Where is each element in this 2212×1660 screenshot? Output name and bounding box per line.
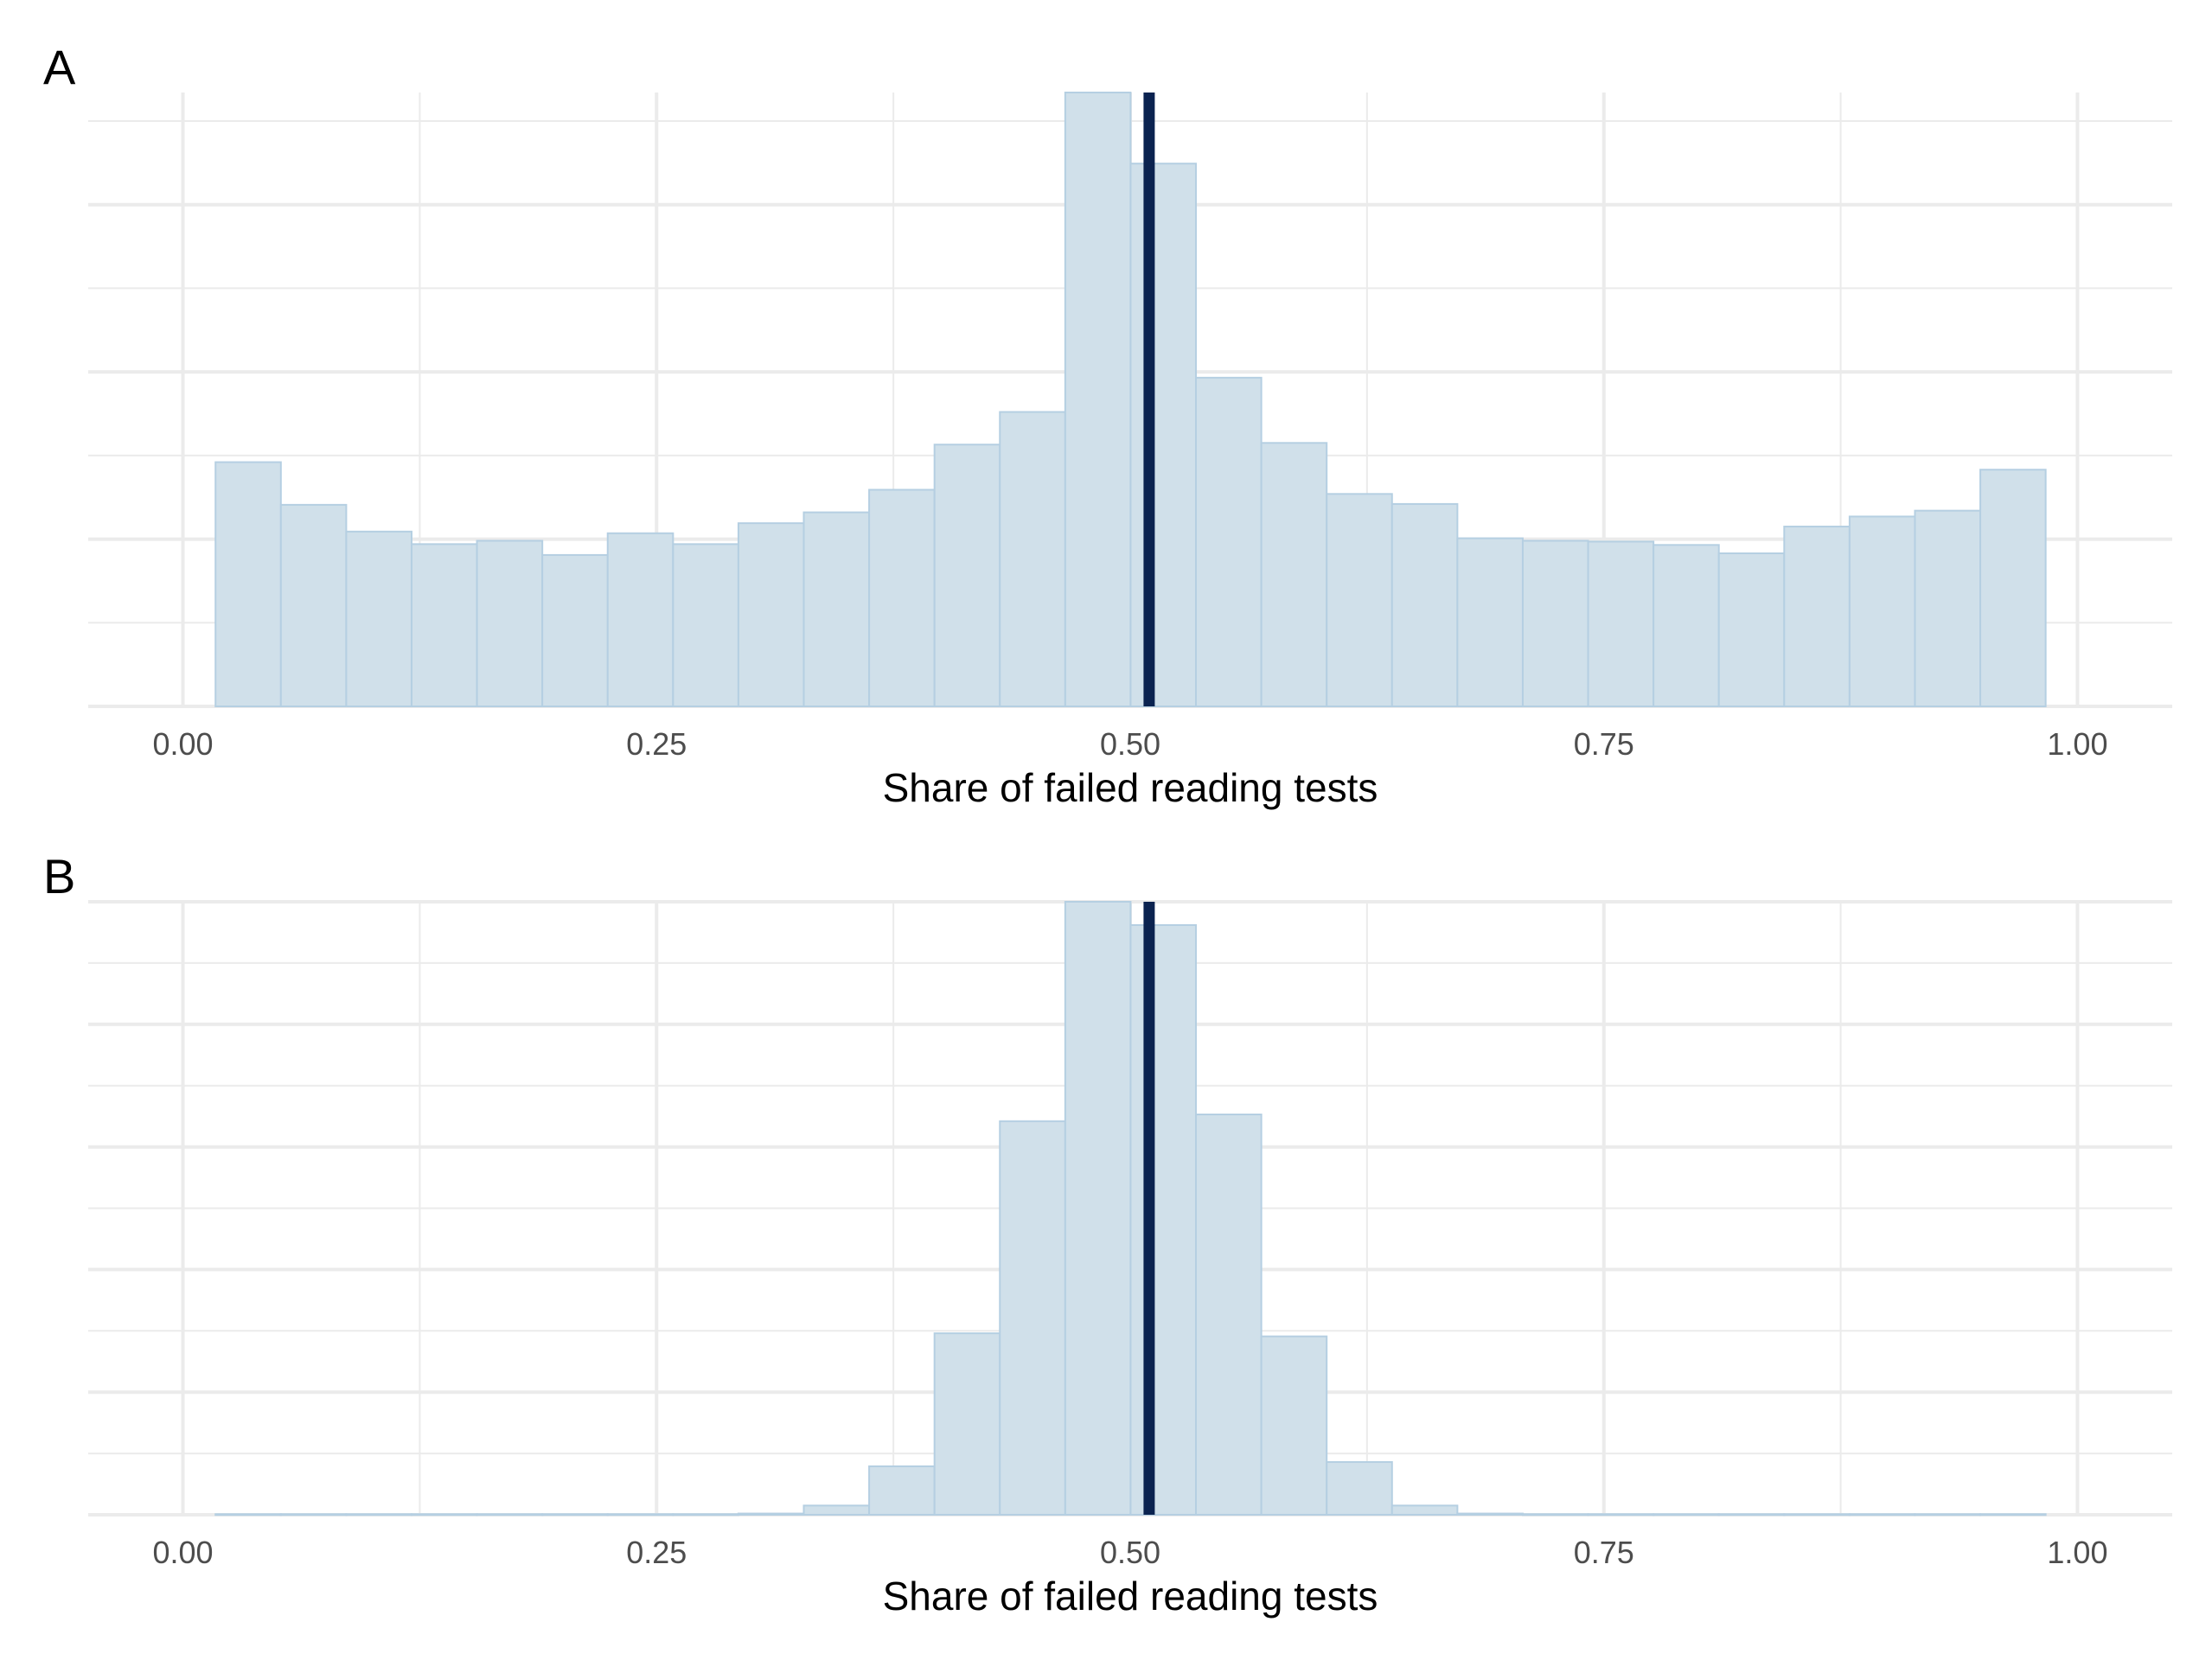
x-tick-label: 0.00 — [153, 1535, 214, 1570]
histogram-bar — [1979, 1513, 2047, 1516]
histogram-bar — [541, 553, 609, 708]
x-tick-label: 0.25 — [626, 1535, 687, 1570]
histogram-bar — [279, 503, 348, 708]
histogram-bar — [541, 1513, 609, 1516]
histogram-bar — [279, 1513, 348, 1516]
panel-b: 0.00 0.25 0.50 0.75 1.00 B Share of failed r… — [43, 849, 2172, 1618]
histogram-bar — [606, 532, 674, 707]
x-tick-label: 0.75 — [1574, 726, 1634, 762]
histogram-bar — [1717, 552, 1786, 707]
histogram-bar — [1783, 1513, 1851, 1516]
histogram-bar — [1390, 502, 1459, 707]
histogram-bar — [999, 411, 1066, 707]
histogram-bar — [345, 530, 412, 708]
x-tick-label: 1.00 — [2047, 726, 2107, 762]
histogram-bar — [1326, 1461, 1393, 1516]
histogram-bar — [802, 1504, 871, 1516]
panel-a-x-axis-title: Share of failed reading tests — [883, 765, 1378, 810]
histogram-bar — [868, 1465, 936, 1516]
histogram-bar — [1848, 515, 1916, 708]
histogram-bar — [410, 543, 478, 707]
histogram-bar — [1783, 526, 1851, 707]
histogram-bar — [476, 1513, 544, 1516]
histogram-bar — [1521, 540, 1589, 707]
histogram-bar — [1653, 1513, 1720, 1516]
panel-a-x-tick-labels: 0.00 0.25 0.50 0.75 1.00 — [153, 726, 2108, 762]
panel-b-x-tick-labels: 0.00 0.25 0.50 0.75 1.00 — [153, 1535, 2108, 1570]
x-tick-label: 0.50 — [1100, 1535, 1160, 1570]
histogram-bar — [1848, 1513, 1916, 1516]
histogram-bar — [672, 543, 739, 707]
histogram-bar — [933, 444, 1001, 707]
histogram-bar — [214, 1513, 282, 1516]
histogram-bar — [476, 540, 544, 707]
panel-a: 0.00 0.25 0.50 0.75 1.00 A Share of failed r… — [43, 40, 2172, 810]
histogram-bar — [1587, 1513, 1655, 1516]
histogram-bar — [1521, 1513, 1589, 1516]
histogram-bar — [802, 511, 871, 707]
histogram-bar — [868, 488, 936, 708]
histogram-bar — [1653, 544, 1720, 707]
x-tick-label: 0.50 — [1100, 726, 1160, 762]
histogram-bar — [1914, 509, 1982, 708]
panel-b-label: B — [43, 849, 75, 903]
x-tick-label: 0.25 — [626, 726, 687, 762]
x-tick-label: 0.00 — [153, 726, 214, 762]
histogram-bar — [1195, 376, 1263, 707]
x-tick-label: 0.75 — [1574, 1535, 1634, 1570]
histogram-bar — [1456, 537, 1524, 707]
histogram-bar — [1326, 493, 1393, 707]
histogram-bar — [933, 1332, 1001, 1516]
histogram-bar — [1064, 92, 1132, 707]
histogram-bar — [1129, 923, 1198, 1516]
histogram-bar — [1456, 1512, 1524, 1516]
panel-a-bars — [214, 92, 2047, 708]
histogram-bar — [1260, 1335, 1328, 1516]
histogram-bar — [1979, 469, 2047, 707]
histogram-bar — [737, 1512, 805, 1516]
histogram-bar — [1064, 901, 1132, 1516]
histogram-bar — [214, 461, 282, 707]
histogram-bar — [1129, 163, 1198, 707]
histogram-bar — [672, 1513, 739, 1516]
histogram-bar — [1717, 1513, 1786, 1516]
histogram-bar — [1195, 1114, 1263, 1516]
histogram-bar — [410, 1513, 478, 1516]
histogram-bar — [1914, 1513, 1982, 1516]
histogram-bar — [1390, 1504, 1459, 1516]
x-tick-label: 1.00 — [2047, 1535, 2107, 1570]
panel-b-bars — [214, 901, 2047, 1516]
histogram-bar — [1260, 442, 1328, 708]
panel-a-label: A — [43, 40, 76, 94]
histogram-bar — [737, 522, 805, 707]
histogram-bar — [999, 1120, 1066, 1516]
panel-b-x-axis-title: Share of failed reading tests — [883, 1574, 1378, 1618]
histogram-bar — [1587, 540, 1655, 707]
histogram-bar — [345, 1513, 412, 1516]
histogram-bar — [606, 1513, 674, 1516]
